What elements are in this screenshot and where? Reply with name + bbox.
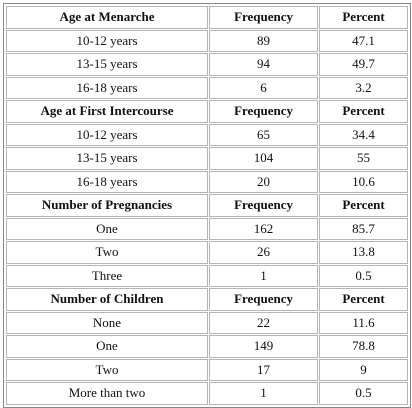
value-cell: 20: [209, 170, 319, 193]
data-row: 13-15 years 94 49.7: [6, 53, 408, 76]
value-cell: 94: [209, 53, 319, 76]
data-row: More than two 1 0.5: [6, 382, 408, 405]
section-header-row: Number of Pregnancies Frequency Percent: [6, 194, 408, 217]
data-row: Three 1 0.5: [6, 264, 408, 287]
value-cell: 55: [319, 147, 408, 170]
value-cell: 3.2: [319, 76, 408, 99]
data-row: 13-15 years 104 55: [6, 147, 408, 170]
data-row: 16-18 years 6 3.2: [6, 76, 408, 99]
value-cell: 149: [209, 335, 319, 358]
row-label: One: [6, 335, 209, 358]
row-label: 10-12 years: [6, 123, 209, 146]
value-cell: 6: [209, 76, 319, 99]
value-cell: 26: [209, 241, 319, 264]
row-label: 10-12 years: [6, 29, 209, 52]
table-frame: Age at Menarche Frequency Percent 10-12 yea…: [3, 3, 411, 408]
data-row: One 149 78.8: [6, 335, 408, 358]
value-cell: 1: [209, 264, 319, 287]
header-cell: Percent: [319, 100, 408, 123]
value-cell: 13.8: [319, 241, 408, 264]
data-row: 10-12 years 89 47.1: [6, 29, 408, 52]
header-cell: Percent: [319, 6, 408, 29]
header-cell: Age at Menarche: [6, 6, 209, 29]
header-cell: Frequency: [209, 288, 319, 311]
value-cell: 1: [209, 382, 319, 405]
value-cell: 11.6: [319, 311, 408, 334]
row-label: Three: [6, 264, 209, 287]
row-label: 13-15 years: [6, 147, 209, 170]
value-cell: 9: [319, 358, 408, 381]
section-header-row: Age at First Intercourse Frequency Percent: [6, 100, 408, 123]
header-cell: Number of Children: [6, 288, 209, 311]
value-cell: 0.5: [319, 382, 408, 405]
data-row: None 22 11.6: [6, 311, 408, 334]
value-cell: 104: [209, 147, 319, 170]
data-row: 10-12 years 65 34.4: [6, 123, 408, 146]
row-label: Two: [6, 241, 209, 264]
value-cell: 49.7: [319, 53, 408, 76]
section-header-row: Number of Children Frequency Percent: [6, 288, 408, 311]
header-cell: Number of Pregnancies: [6, 194, 209, 217]
data-row: One 162 85.7: [6, 217, 408, 240]
row-label: One: [6, 217, 209, 240]
data-row: 16-18 years 20 10.6: [6, 170, 408, 193]
row-label: 16-18 years: [6, 170, 209, 193]
value-cell: 10.6: [319, 170, 408, 193]
value-cell: 162: [209, 217, 319, 240]
value-cell: 0.5: [319, 264, 408, 287]
value-cell: 22: [209, 311, 319, 334]
header-cell: Frequency: [209, 6, 319, 29]
header-cell: Frequency: [209, 194, 319, 217]
value-cell: 34.4: [319, 123, 408, 146]
row-label: Two: [6, 358, 209, 381]
row-label: 16-18 years: [6, 76, 209, 99]
value-cell: 78.8: [319, 335, 408, 358]
data-row: Two 17 9: [6, 358, 408, 381]
row-label: None: [6, 311, 209, 334]
value-cell: 85.7: [319, 217, 408, 240]
row-label: More than two: [6, 382, 209, 405]
row-label: 13-15 years: [6, 53, 209, 76]
header-cell: Percent: [319, 194, 408, 217]
value-cell: 47.1: [319, 29, 408, 52]
header-cell: Frequency: [209, 100, 319, 123]
data-table: Age at Menarche Frequency Percent 10-12 yea…: [5, 5, 409, 406]
value-cell: 89: [209, 29, 319, 52]
data-row: Two 26 13.8: [6, 241, 408, 264]
value-cell: 17: [209, 358, 319, 381]
section-header-row: Age at Menarche Frequency Percent: [6, 6, 408, 29]
value-cell: 65: [209, 123, 319, 146]
header-cell: Age at First Intercourse: [6, 100, 209, 123]
header-cell: Percent: [319, 288, 408, 311]
